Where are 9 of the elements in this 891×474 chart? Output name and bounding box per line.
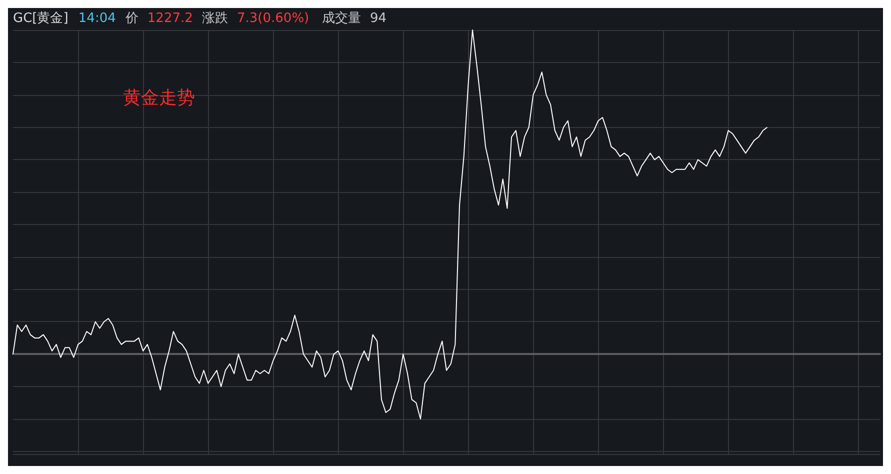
- text: 14:04: [78, 11, 116, 26]
- text: 黄金走势: [123, 88, 195, 108]
- text: 1227.2: [147, 11, 193, 26]
- text: 价: [124, 11, 138, 26]
- chart-title: GC[黄金]: [13, 11, 68, 26]
- text: 成交量: [322, 10, 361, 26]
- text: 94: [370, 11, 387, 26]
- text: 7.3(0.60%): [237, 11, 310, 26]
- text: 涨跌: [202, 11, 228, 26]
